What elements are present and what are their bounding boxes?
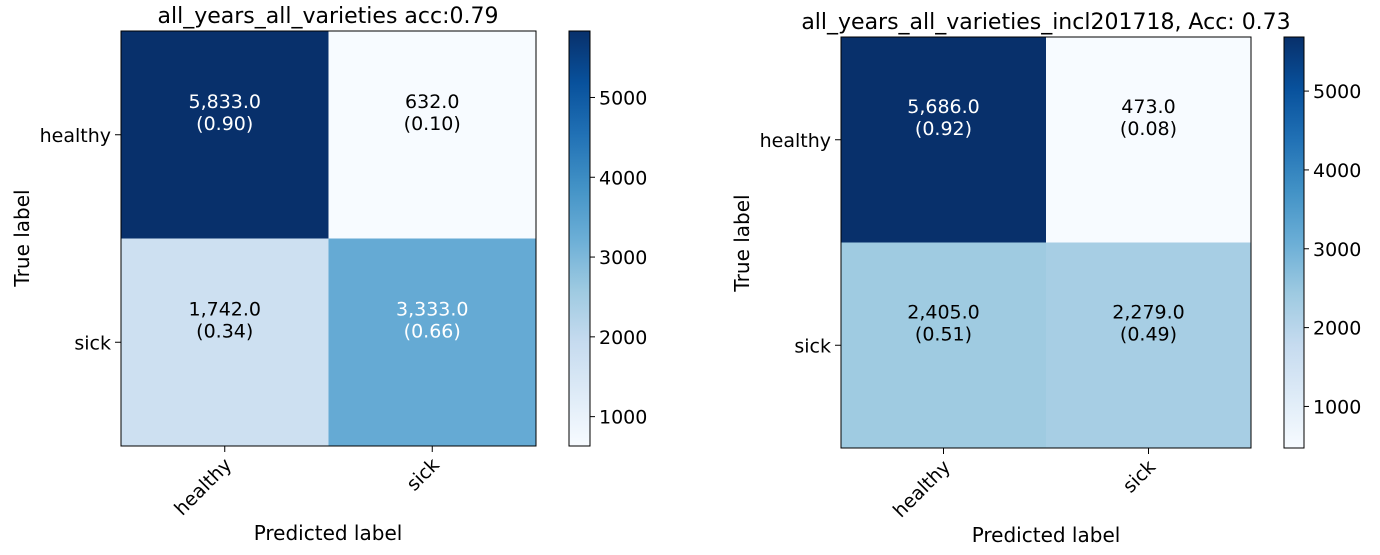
colorbar-tick-label: 2000 [599,327,647,349]
x-tick-label: healthy [170,454,236,520]
chart-title: all_years_all_varieties_incl201718, Acc:… [801,10,1290,35]
x-tick-label: sick [402,454,443,495]
colorbar-tick-label: 1000 [1313,396,1361,418]
cell-ratio-label: (0.08) [1120,118,1177,140]
matrix-cells [841,37,1251,448]
cell-ratio-label: (0.90) [196,113,253,135]
matrix-cell-healthy-sick [328,31,536,239]
cell-ratio-label: (0.51) [915,323,972,345]
cell-count-label: 3,333.0 [396,298,469,320]
colorbar-tick-label: 1000 [599,407,647,429]
matrix-cell-healthy-sick [1046,37,1251,243]
y-axis-label: True label [10,189,34,287]
matrix-frame [840,36,1252,449]
colorbar-tick-label: 5000 [599,87,647,109]
y-tick-label: healthy [40,125,111,147]
cell-count-label: 2,405.0 [907,301,980,323]
matrix-cell-sick-sick [1046,242,1251,448]
x-axis-label: Predicted label [972,523,1121,547]
matrix-cells [121,31,536,446]
y-axis-label: True label [730,194,754,292]
colorbar-gradient [1283,36,1305,449]
x-axis-label: Predicted label [254,521,403,545]
colorbar-tick-label: 4000 [599,167,647,189]
y-tick-label: sick [74,332,111,354]
colorbar-tick-label: 2000 [1313,318,1361,340]
cell-count-label: 5,833.0 [188,91,261,113]
colorbar-tick-label: 4000 [1313,160,1361,182]
matrix-cell-labels: 5,833.0(0.90) 632.0(0.10) 1,742.0(0.34) 3,3… [188,91,468,343]
colorbar-gradient [568,30,591,447]
cell-ratio-label: (0.10) [404,113,461,135]
matrix-cell-sick-healthy [841,242,1046,448]
cell-count-label: 2,279.0 [1112,301,1185,323]
colorbar-tick-label: 5000 [1313,81,1361,103]
matrix-frame [120,30,537,447]
y-tick-label: healthy [760,130,831,152]
y-tick-label: sick [794,335,831,357]
cell-count-label: 5,686.0 [907,96,980,118]
cell-count-label: 1,742.0 [188,298,261,320]
y-axis-ticks: healthy sick [40,125,121,354]
cell-ratio-label: (0.34) [196,320,253,342]
x-tick-label: sick [1119,456,1160,497]
matrix-cell-labels: 5,686.0(0.92) 473.0(0.08) 2,405.0(0.51) 2,2… [907,96,1185,346]
confusion-matrix-panel-2: all_years_all_varieties_incl201718, Acc:… [730,10,1361,547]
chart-title: all_years_all_varieties acc:0.79 [158,4,499,29]
colorbar-tick-label: 3000 [1313,239,1361,261]
y-axis-ticks: healthy sick [760,130,841,357]
x-tick-label: healthy [889,456,955,522]
colorbar: 1000 2000 3000 4000 5000 [1283,36,1361,449]
matrix-cell-sick-healthy [121,238,329,446]
colorbar-ticks: 1000 2000 3000 4000 5000 [1304,81,1361,418]
colorbar-tick-label: 3000 [599,247,647,269]
cell-count-label: 473.0 [1121,96,1175,118]
cell-ratio-label: (0.49) [1120,323,1177,345]
colorbar: 1000 2000 3000 4000 5000 [568,30,647,447]
x-axis-ticks: healthy sick [889,448,1160,522]
matrix-cell-healthy-healthy [121,31,329,239]
matrix-cell-sick-sick [328,238,536,446]
colorbar-ticks: 1000 2000 3000 4000 5000 [590,87,647,429]
cell-count-label: 632.0 [405,91,459,113]
x-axis-ticks: healthy sick [170,446,444,520]
cell-ratio-label: (0.92) [915,118,972,140]
matrix-cell-healthy-healthy [841,37,1046,243]
cell-ratio-label: (0.66) [404,320,461,342]
confusion-matrix-panel-1: all_years_all_varieties acc:0.79 5,833.0… [10,4,647,545]
